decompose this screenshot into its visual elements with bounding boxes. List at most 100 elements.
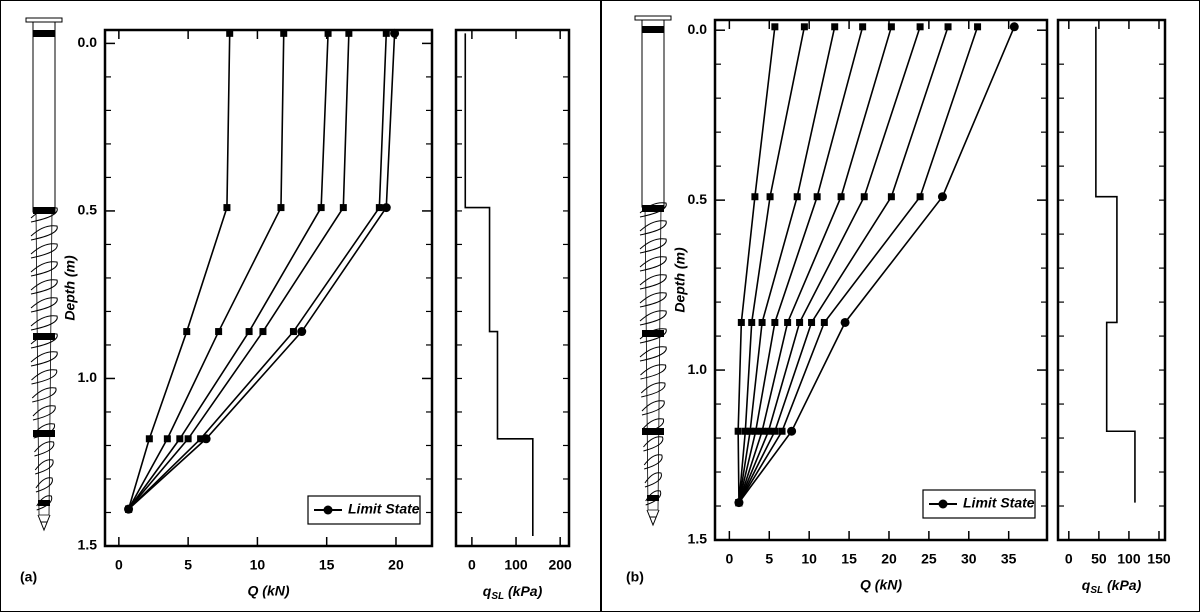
pile-helix [33, 423, 56, 439]
pile-helix [639, 346, 667, 362]
point-marker [184, 435, 192, 443]
pile-helix [30, 315, 58, 331]
point-marker [746, 427, 754, 435]
pile-band [38, 500, 50, 506]
pile-helix [639, 274, 667, 290]
pile-band [642, 205, 664, 212]
x-axis-label-part: (kPa) [504, 583, 542, 599]
x-axis-label-part: (kPa) [1103, 577, 1141, 593]
x-axis-label: qSL (kPa) [1082, 577, 1142, 596]
pile-tip [646, 509, 660, 527]
x-axis-label-part: SL [1090, 585, 1103, 596]
plot-frame [713, 18, 1049, 542]
x-tick-label: 0 [115, 557, 123, 573]
point-marker [808, 318, 816, 326]
point-marker [771, 318, 779, 326]
pile-helix [639, 202, 667, 218]
x-tick-label: 10 [801, 551, 817, 567]
y-tick-label: 1.0 [78, 369, 98, 385]
pile-band [642, 330, 664, 337]
y-tick-label: 0.5 [78, 202, 98, 218]
load-line [127, 33, 350, 510]
point-marker [259, 328, 267, 336]
point-marker [764, 427, 772, 435]
point-marker [345, 29, 353, 37]
point-marker [771, 427, 779, 435]
point-marker [390, 28, 400, 38]
point-marker [277, 204, 285, 212]
point-marker [766, 193, 774, 201]
pile-band [642, 428, 664, 435]
y-tick-label: 0.0 [78, 34, 98, 50]
pile-helix [34, 459, 54, 475]
point-marker [145, 435, 153, 443]
pile-cap [25, 17, 63, 23]
point-marker [381, 203, 391, 213]
point-marker [183, 328, 191, 336]
pile-band [642, 26, 664, 33]
pile-helix [30, 333, 58, 349]
point-marker [748, 318, 756, 326]
pile-helix [30, 351, 58, 367]
point-marker [820, 318, 828, 326]
pile-helix [30, 279, 58, 295]
plot-frame [103, 28, 434, 548]
point-marker [201, 434, 211, 444]
point-marker [734, 498, 744, 508]
pile-helix [639, 256, 667, 272]
pile-helix [639, 220, 667, 236]
point-marker [887, 193, 895, 201]
point-marker [339, 204, 347, 212]
pile-helix [644, 472, 662, 488]
x-tick-label: 0 [468, 557, 476, 573]
x-tick-label: 30 [961, 551, 977, 567]
point-marker [375, 204, 383, 212]
x-tick-label: 5 [184, 557, 192, 573]
pile-helix [31, 369, 58, 385]
point-marker [778, 427, 786, 435]
point-marker [163, 435, 171, 443]
pile-helix [32, 405, 56, 421]
pile-helix [643, 454, 663, 470]
pile-helix [641, 400, 665, 416]
x-tick-label: 20 [881, 551, 897, 567]
point-marker [741, 427, 749, 435]
point-marker [280, 29, 288, 37]
point-marker [831, 23, 839, 31]
x-tick-label: 15 [841, 551, 857, 567]
pile-helix [30, 261, 58, 277]
legend-marker [323, 505, 333, 515]
plot-frame [454, 28, 571, 548]
panel-frame [0, 0, 601, 612]
x-tick-label: 15 [319, 557, 335, 573]
pile-helix [30, 225, 58, 241]
panel-label: (a) [20, 569, 37, 585]
point-marker [737, 318, 745, 326]
point-marker [289, 328, 297, 336]
legend-label: Limit State [963, 495, 1035, 511]
pile-core [35, 209, 53, 516]
point-marker [916, 23, 924, 31]
point-marker [784, 318, 792, 326]
point-marker [297, 327, 307, 337]
pile-helix [640, 364, 667, 380]
y-tick-label: 1.5 [78, 537, 98, 553]
x-tick-label: 150 [1147, 551, 1171, 567]
x-tick-label: 0 [725, 551, 733, 567]
legend-marker [938, 499, 948, 509]
point-marker [887, 23, 895, 31]
point-marker [771, 23, 779, 31]
point-marker [840, 317, 850, 327]
panel-frame [601, 0, 1200, 612]
point-marker [859, 23, 867, 31]
y-tick-label: 1.0 [688, 361, 708, 377]
x-axis-label: Q (kN) [248, 583, 290, 599]
point-marker [796, 318, 804, 326]
x-tick-label: 10 [250, 557, 266, 573]
pile-band [647, 495, 659, 501]
point-marker [800, 23, 808, 31]
pile-helix [31, 387, 57, 403]
x-axis-label: Q (kN) [860, 577, 902, 593]
x-axis-label: qSL (kPa) [483, 583, 543, 602]
